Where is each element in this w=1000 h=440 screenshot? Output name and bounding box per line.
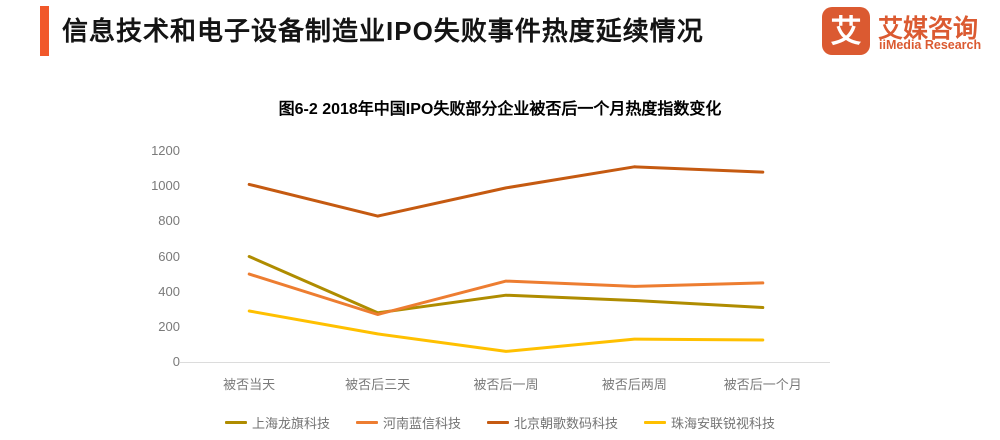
legend-item: 珠海安联锐视科技	[644, 413, 775, 432]
legend-item: 河南蓝信科技	[355, 413, 461, 432]
legend-label: 北京朝歌数码科技	[514, 416, 619, 431]
series-line	[247, 309, 765, 353]
legend-line-swatch	[355, 421, 378, 424]
x-axis-category-label: 被否后三天	[345, 377, 411, 392]
legend-item: 上海龙旗科技	[224, 413, 330, 432]
chart-title: 图6-2 2018年中国IPO失败部分企业被否后一个月热度指数变化	[278, 101, 722, 118]
x-axis-line	[180, 362, 830, 363]
y-axis-tick-label: 600	[158, 248, 180, 264]
legend-label: 珠海安联锐视科技	[671, 416, 776, 431]
x-axis-category-label: 被否后两周	[601, 377, 667, 392]
legend-item: 北京朝歌数码科技	[487, 413, 618, 432]
series-line	[247, 165, 765, 218]
legend-line-swatch	[487, 421, 509, 424]
y-axis-tick-label: 200	[158, 318, 180, 334]
page-title: 信息技术和电子设备制造业IPO失败事件热度延续情况	[62, 16, 704, 46]
logo-subtitle: iiMedia Research	[879, 38, 982, 52]
y-axis-tick-label: 1200	[151, 143, 180, 158]
iimedia-logo-icon: 艾	[822, 7, 870, 55]
series-line	[247, 255, 765, 315]
legend-line-swatch	[224, 421, 247, 424]
x-axis-category-label: 被否当天	[223, 377, 276, 392]
title-accent-bar	[40, 6, 49, 56]
legend-label: 河南蓝信科技	[382, 416, 461, 431]
x-axis-category-label: 被否后一周	[473, 377, 539, 392]
logo-name: 艾媒咨询	[878, 15, 979, 43]
y-axis-tick-label: 800	[158, 213, 180, 229]
legend-label: 上海龙旗科技	[251, 416, 330, 431]
series-line	[247, 272, 765, 316]
y-axis-tick-label: 1000	[151, 178, 180, 194]
legend: 上海龙旗科技 河南蓝信科技 北京朝歌数码科技 珠海安联锐视科技	[0, 413, 1000, 432]
logo-mark-glyph: 艾	[830, 13, 862, 49]
y-axis-tick-label: 400	[158, 283, 180, 299]
x-axis-category-label: 被否后一个月	[723, 377, 802, 392]
legend-line-swatch	[644, 421, 667, 424]
plot-area	[247, 165, 765, 353]
y-axis-tick-label: 0	[172, 354, 180, 369]
